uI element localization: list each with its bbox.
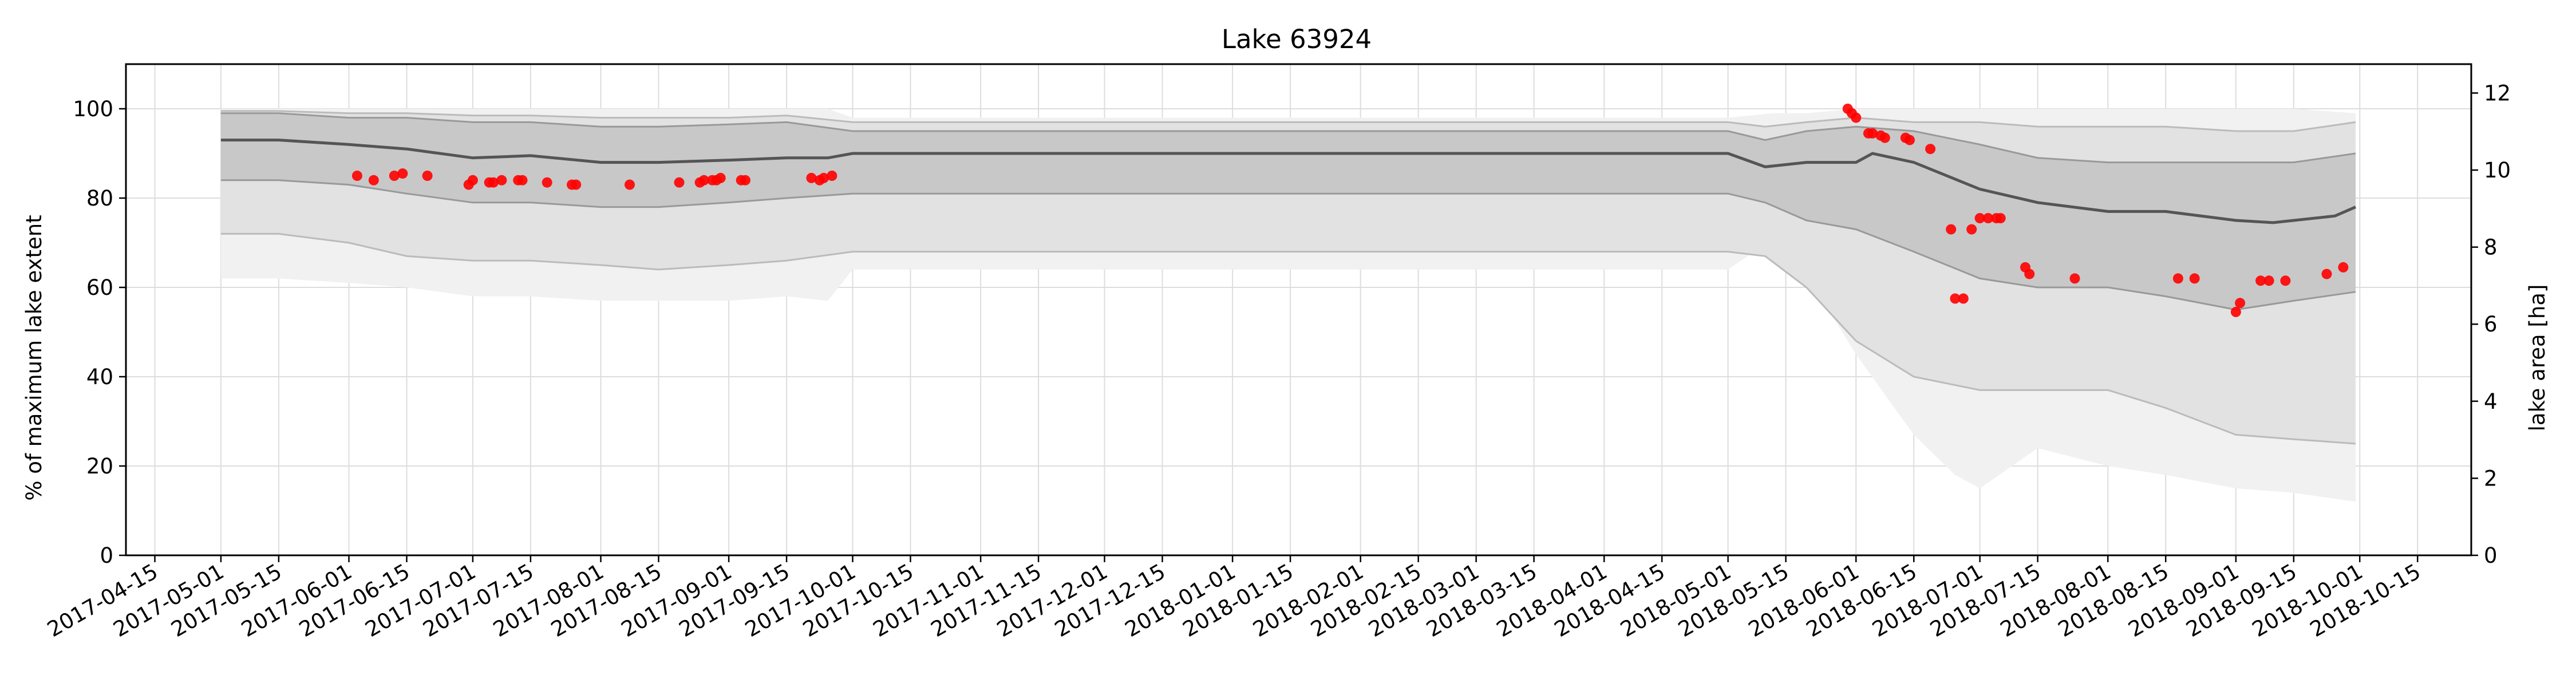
observation-point: [496, 175, 507, 185]
observation-point: [2235, 298, 2246, 309]
observation-point: [2321, 269, 2332, 279]
y-tick-label: 100: [73, 97, 113, 121]
y-tick-label: 0: [100, 543, 113, 568]
band-middle-lower-edge: [220, 232, 2356, 445]
observation-point: [1995, 213, 2006, 224]
observation-point: [2024, 269, 2035, 279]
observation-point: [806, 172, 817, 183]
observation-point: [1879, 132, 1890, 143]
observation-point: [2338, 262, 2349, 273]
observation-point: [1867, 128, 1878, 139]
observation-point: [351, 171, 362, 181]
observation-point: [1905, 135, 1915, 145]
observation-point: [571, 179, 582, 190]
observation-point: [1925, 144, 1936, 155]
observation-point: [422, 171, 433, 181]
observation-point: [819, 172, 829, 183]
y-tick-label: 20: [86, 454, 113, 479]
observation-point: [517, 175, 528, 185]
observation-point: [1950, 293, 1961, 304]
observation-point: [2255, 275, 2266, 286]
y-tick-label: 40: [86, 365, 113, 389]
plot-frame: [125, 63, 2472, 556]
band-inner-upper-edge: [220, 112, 2356, 164]
y-right-tick-label: 12: [2484, 81, 2511, 105]
observation-point: [368, 175, 379, 185]
observation-point: [674, 177, 685, 188]
observation-point: [1966, 224, 1977, 235]
observation-point: [1974, 213, 1985, 224]
median-line: [220, 139, 2356, 224]
observation-point: [2189, 273, 2200, 284]
chart-title: Lake 63924: [1222, 24, 1372, 54]
observation-point: [1946, 224, 1957, 235]
plot-area: 0204060801000246810122017-04-152017-05-0…: [43, 63, 2511, 642]
observation-point: [625, 179, 635, 190]
observation-point: [2172, 273, 2183, 284]
band-middle-upper-edge: [220, 110, 2356, 132]
y-axis-label-left: % of maximum lake extent: [22, 215, 46, 500]
observation-point: [542, 177, 552, 188]
observation-point: [2263, 275, 2274, 286]
y-right-tick-label: 8: [2484, 235, 2498, 260]
y-tick-label: 60: [86, 275, 113, 300]
y-right-tick-label: 2: [2484, 466, 2498, 491]
y-right-tick-label: 0: [2484, 543, 2498, 568]
observation-point: [2230, 306, 2241, 317]
observation-point: [698, 175, 709, 185]
observation-point: [488, 177, 499, 188]
y-right-tick-label: 10: [2484, 158, 2511, 183]
observation-point: [1983, 213, 1994, 224]
observation-point: [1851, 112, 1862, 123]
observation-point: [467, 175, 478, 185]
observation-point: [2280, 275, 2291, 286]
y-tick-label: 80: [86, 186, 113, 211]
band-inner-lower-edge: [220, 179, 2356, 311]
observation-point: [827, 171, 837, 181]
observation-point: [389, 171, 400, 181]
y-right-tick-label: 6: [2484, 312, 2498, 337]
observation-point: [740, 175, 750, 185]
observation-point: [715, 172, 726, 183]
observation-point: [1958, 293, 1969, 304]
y-right-tick-label: 4: [2484, 389, 2498, 414]
y-axis-label-right: lake area [ha]: [2525, 285, 2550, 432]
observation-point: [397, 168, 408, 179]
observation-point: [2069, 273, 2080, 284]
